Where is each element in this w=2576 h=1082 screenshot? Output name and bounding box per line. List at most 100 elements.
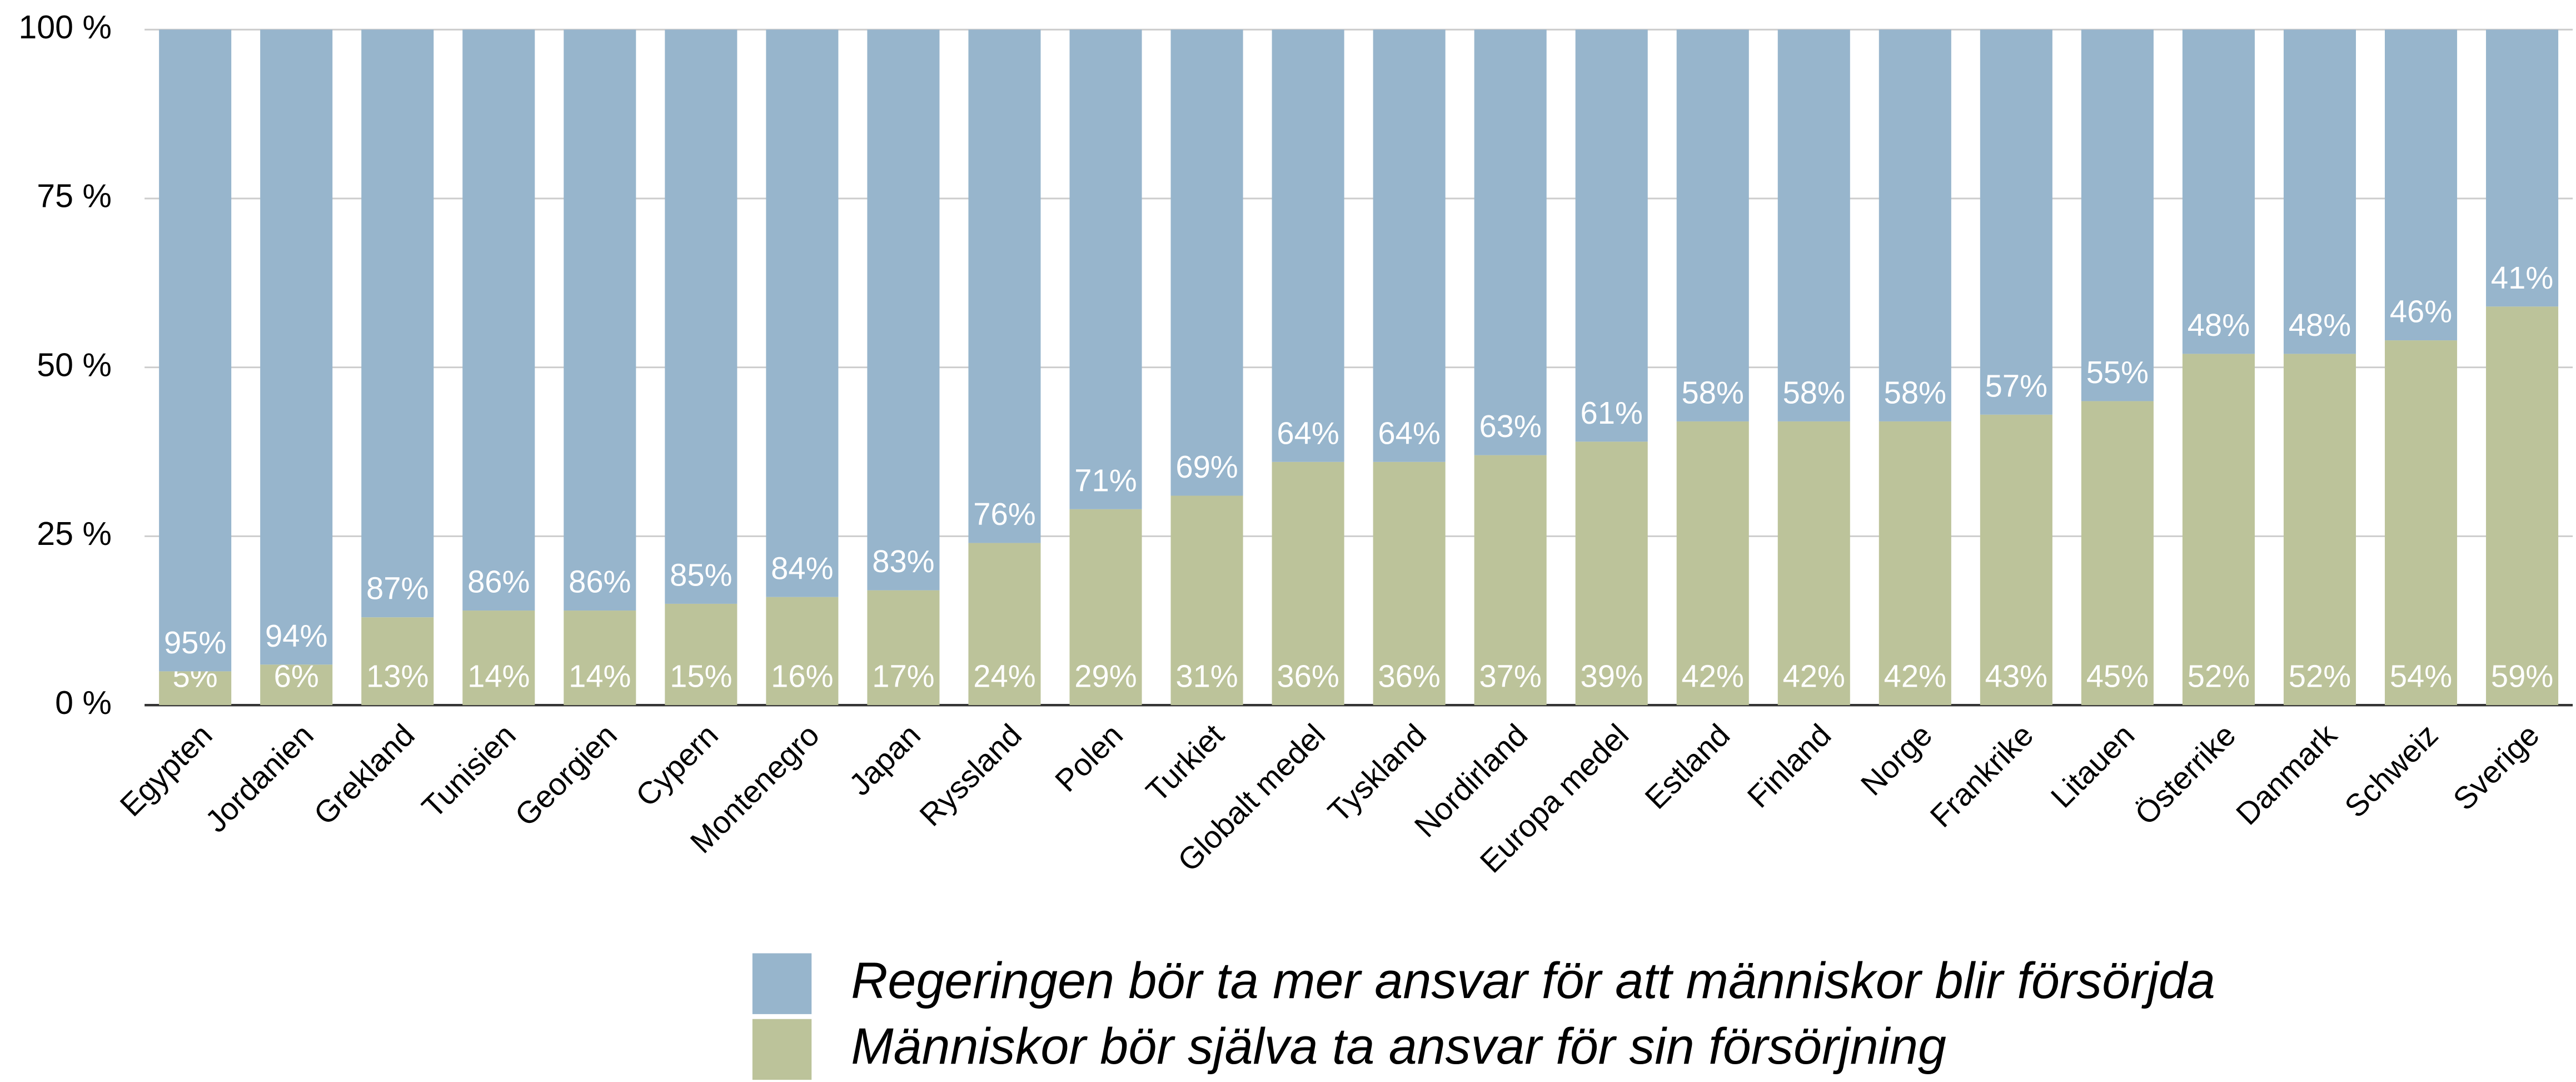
value-label: 37% — [1479, 659, 1541, 694]
x-tick-label: Polen — [1048, 717, 1129, 798]
value-label: 61% — [1581, 395, 1643, 430]
value-label: 14% — [467, 659, 530, 694]
value-label: 54% — [2390, 659, 2452, 694]
bar-segment — [1575, 29, 1648, 442]
value-label: 94% — [265, 618, 327, 653]
y-tick-label: 75 % — [37, 177, 112, 215]
y-tick-label: 50 % — [37, 346, 112, 383]
bar-segment — [968, 543, 1041, 706]
value-label: 58% — [1783, 375, 1845, 410]
y-tick-label: 0 % — [55, 684, 112, 721]
bar-segment — [1879, 421, 1951, 706]
x-tick-label: Frankrike — [1923, 717, 2040, 834]
value-label: 14% — [569, 659, 631, 694]
legend-label: Människor bör själva ta ansvar för sin f… — [851, 1018, 1946, 1075]
value-label: 55% — [2086, 355, 2149, 390]
value-label: 63% — [1479, 409, 1541, 444]
x-tick-label: Cypern — [629, 717, 725, 813]
value-label: 31% — [1175, 659, 1238, 694]
x-tick-label: Egypten — [113, 717, 219, 823]
value-label: 95% — [164, 625, 226, 660]
value-label: 76% — [973, 497, 1035, 532]
y-tick-label: 25 % — [37, 515, 112, 552]
x-tick-label: Estland — [1638, 717, 1736, 816]
bar-segment — [1272, 29, 1344, 462]
value-label: 42% — [1783, 659, 1845, 694]
x-tick-label: Norge — [1854, 717, 1939, 802]
bar-segment — [564, 611, 636, 706]
bar-segment — [361, 29, 434, 618]
bar-segment — [1170, 495, 1243, 706]
value-label: 52% — [2289, 659, 2351, 694]
x-tick-label: Ryssland — [913, 717, 1028, 833]
value-label: 41% — [2491, 260, 2553, 295]
bar-segment — [867, 590, 940, 706]
bar-segment — [968, 29, 1041, 543]
bar-segment — [2182, 354, 2255, 706]
value-label: 59% — [2491, 659, 2553, 694]
x-tick-label: Georgien — [508, 717, 624, 833]
bar-segment — [361, 617, 434, 706]
value-label: 42% — [1682, 659, 1744, 694]
bar-segment — [1069, 509, 1142, 706]
value-label: 64% — [1277, 415, 1339, 450]
bar-segment — [159, 671, 232, 706]
value-label: 17% — [872, 659, 934, 694]
y-tick-label: 100 % — [18, 8, 112, 46]
bar-segment — [1575, 441, 1648, 706]
x-tick-label: Finland — [1741, 717, 1838, 815]
value-label: 52% — [2188, 659, 2250, 694]
value-label: 87% — [366, 571, 428, 606]
bar-segment — [564, 29, 636, 611]
bar-segment — [462, 29, 535, 611]
value-label: 46% — [2390, 294, 2452, 329]
value-label: 24% — [973, 659, 1035, 694]
bar-segment — [1676, 29, 1749, 421]
value-label: 39% — [1581, 659, 1643, 694]
bar-segment — [2384, 29, 2458, 341]
value-label: 29% — [1074, 659, 1137, 694]
x-tick-label: Schweiz — [2338, 717, 2444, 824]
x-tick-label: Japan — [842, 717, 927, 802]
bar-segment — [2283, 354, 2356, 706]
x-tick-label: Danmark — [2229, 717, 2344, 831]
value-label: 48% — [2289, 307, 2351, 343]
bar-segment — [1373, 461, 1446, 706]
x-tick-label: Jordanien — [198, 717, 320, 839]
bar-segment — [1069, 29, 1142, 509]
bar-segment — [2486, 29, 2559, 307]
x-tick-label: Grekland — [307, 717, 421, 832]
value-label: 84% — [771, 550, 833, 585]
value-label: 86% — [569, 564, 631, 599]
legend-swatch — [752, 953, 812, 1014]
bar-segment — [1373, 29, 1446, 462]
value-label: 16% — [771, 659, 833, 694]
value-label: 36% — [1378, 659, 1440, 694]
x-tick-label: Litauen — [2044, 717, 2141, 815]
bar-segment — [260, 29, 333, 665]
bar-segment — [1879, 29, 1951, 421]
bar-segment — [2283, 29, 2356, 354]
bar-segment — [260, 664, 333, 706]
bar-segment — [665, 29, 738, 604]
bar-segment — [1777, 421, 1850, 706]
value-label: 15% — [670, 659, 732, 694]
value-label: 86% — [467, 564, 530, 599]
bar-segment — [766, 29, 839, 597]
value-label: 83% — [872, 544, 934, 579]
value-label: 57% — [1985, 368, 2047, 403]
bar-segment — [1980, 29, 2052, 415]
bar-segment — [867, 29, 940, 590]
bar-segment — [1777, 29, 1850, 421]
legend-swatch — [752, 1019, 812, 1080]
bar-segment — [665, 603, 738, 706]
x-tick-label: Österrike — [2128, 717, 2243, 832]
bar-segment — [462, 611, 535, 706]
bar-segment — [766, 597, 839, 706]
bar-segment — [1980, 414, 2052, 706]
bar-segment — [2081, 401, 2154, 706]
value-label: 13% — [366, 659, 428, 694]
value-label: 85% — [670, 557, 732, 592]
bar-segment — [2182, 29, 2255, 354]
